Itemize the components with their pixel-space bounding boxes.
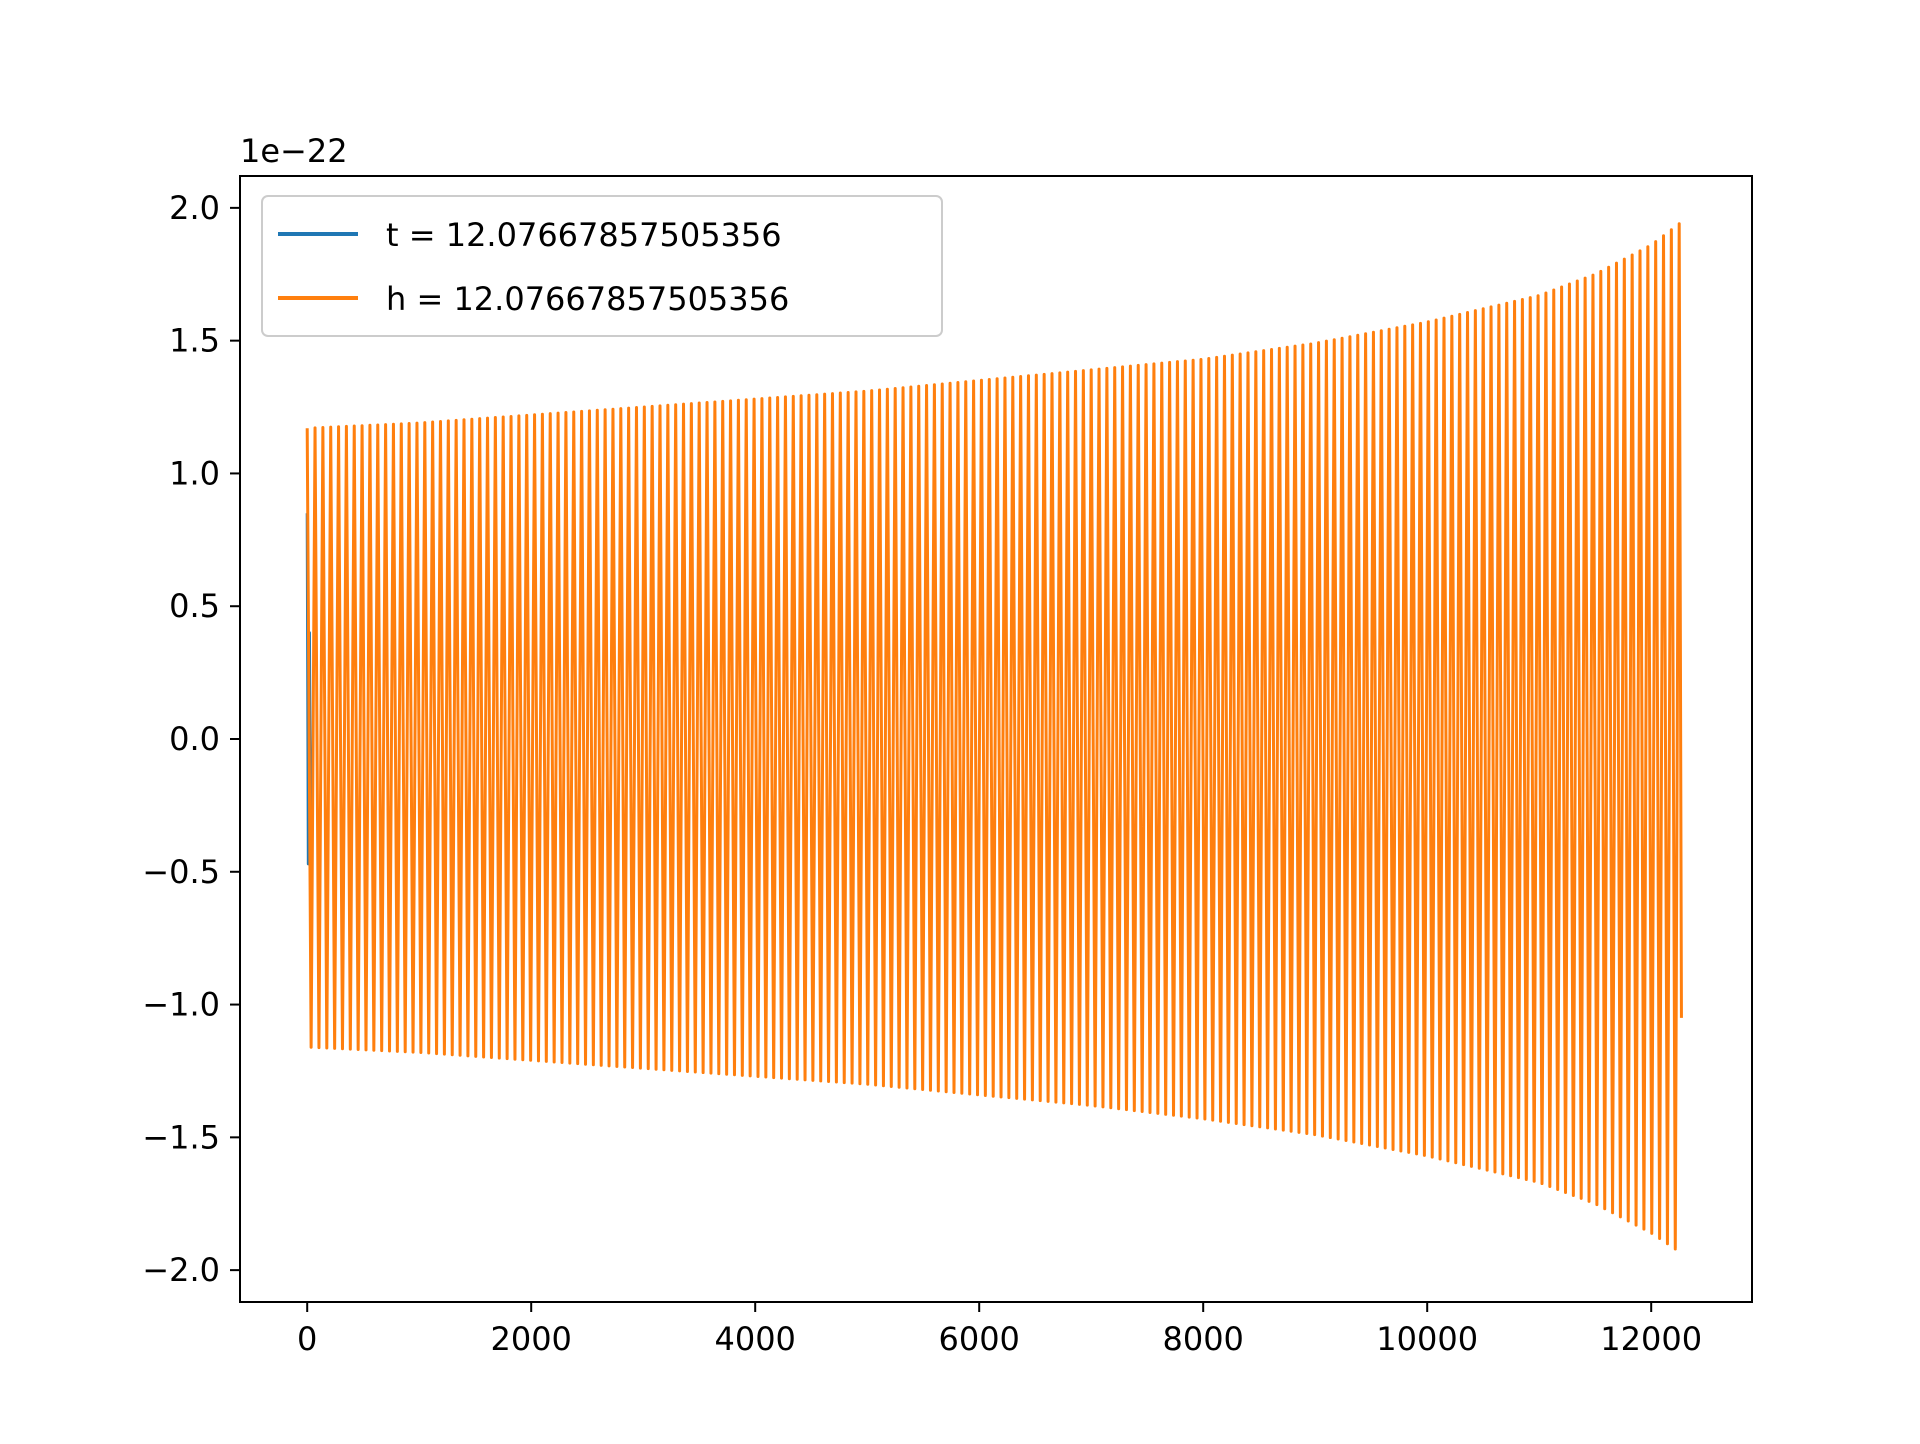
x-tick-label: 10000: [1376, 1320, 1478, 1358]
x-tick-label: 2000: [490, 1320, 571, 1358]
y-axis: −2.0 −1.5 −1.0 −0.5 0.0 0.5 1.0 1.5 2.0: [142, 189, 240, 1289]
x-tick-label: 12000: [1600, 1320, 1702, 1358]
y-tick-label: 2.0: [169, 189, 220, 227]
legend-label-1: h = 12.07667857505356: [386, 280, 789, 318]
y-tick-label: 1.0: [169, 454, 220, 492]
y-tick-label: −0.5: [142, 853, 220, 891]
series-line-1: [305, 222, 1683, 1251]
y-tick-label: 0.5: [169, 587, 220, 625]
x-tick-label: 0: [297, 1320, 317, 1358]
y-tick-label: −2.0: [142, 1251, 220, 1289]
x-tick-label: 6000: [938, 1320, 1019, 1358]
y-offset-label: 1e−22: [240, 132, 348, 170]
y-tick-label: −1.5: [142, 1118, 220, 1156]
series-layer: [305, 222, 1683, 1251]
y-tick-label: 1.5: [169, 322, 220, 360]
legend: t = 12.07667857505356 h = 12.076678575053…: [261, 195, 943, 337]
y-tick-label: −1.0: [142, 986, 220, 1024]
y-tick-label: 0.0: [169, 720, 220, 758]
x-axis: 0 2000 4000 6000 8000 10000 12000: [297, 1302, 1702, 1358]
legend-box: [261, 195, 943, 337]
x-tick-label: 8000: [1162, 1320, 1243, 1358]
x-tick-label: 4000: [714, 1320, 795, 1358]
legend-label-0: t = 12.07667857505356: [386, 216, 782, 254]
